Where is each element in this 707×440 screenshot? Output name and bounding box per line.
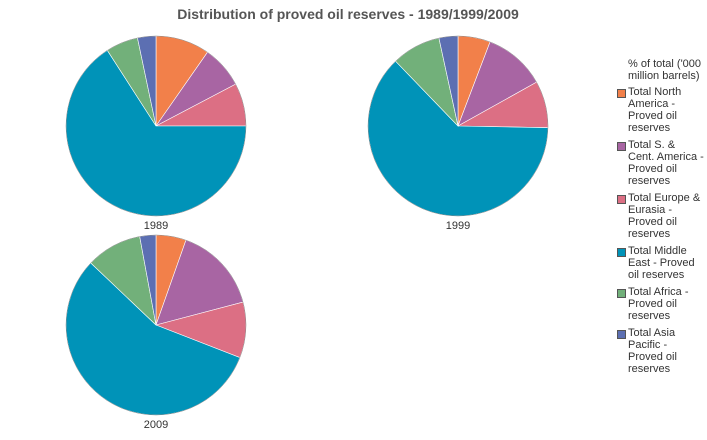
- legend-label: Total Europe & Eurasia - Proved oil rese…: [628, 192, 701, 240]
- legend-swatch: [617, 248, 626, 257]
- legend-swatch: [617, 289, 626, 298]
- legend-label: Total North America - Proved oil reserve…: [628, 86, 682, 134]
- legend-item: Total Middle East - Proved oil reserves: [616, 245, 704, 281]
- legend-swatch: [617, 330, 626, 339]
- pie-label: 1999: [446, 220, 470, 232]
- legend: % of total ('000 million barrels) Total …: [616, 58, 704, 380]
- legend-swatch: [617, 89, 626, 98]
- legend-label: Total Africa - Proved oil reserves: [628, 286, 689, 322]
- legend-item: Total North America - Proved oil reserve…: [616, 86, 704, 134]
- legend-label: Total Middle East - Proved oil reserves: [628, 245, 695, 281]
- legend-item: Total Africa - Proved oil reserves: [616, 286, 704, 322]
- legend-title: % of total ('000 million barrels): [628, 58, 702, 82]
- pie-outline: [367, 35, 549, 217]
- chart-title: Distribution of proved oil reserves - 19…: [177, 6, 519, 22]
- legend-item: Total Europe & Eurasia - Proved oil rese…: [616, 192, 704, 240]
- legend-swatch: [617, 142, 626, 151]
- pie-label: 1989: [144, 220, 168, 232]
- legend-item: Total Asia Pacific - Proved oil reserves: [616, 327, 704, 375]
- pie-label: 2009: [144, 419, 168, 431]
- legend-swatch: [617, 195, 626, 204]
- legend-label: Total S. & Cent. America - Proved oil re…: [628, 139, 704, 187]
- pie-outline: [65, 35, 247, 217]
- pie-outline: [65, 234, 247, 416]
- legend-item: Total S. & Cent. America - Proved oil re…: [616, 139, 704, 187]
- legend-label: Total Asia Pacific - Proved oil reserves: [628, 327, 677, 375]
